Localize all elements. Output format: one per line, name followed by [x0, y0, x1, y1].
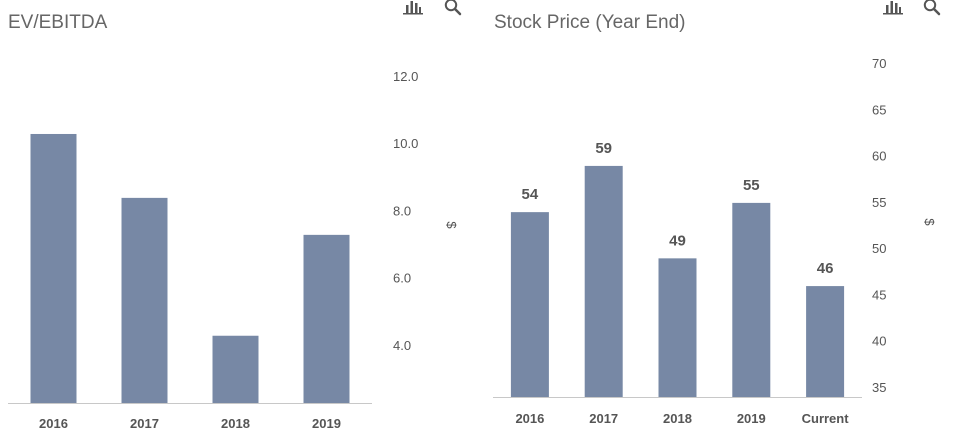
data-label: 49: [669, 232, 686, 249]
y-tick-label: 10.0: [393, 136, 418, 151]
x-tick-label: Current: [802, 411, 850, 426]
y-tick-label: 6.0: [393, 271, 411, 286]
y-tick-label: 55: [872, 195, 886, 210]
y-tick-label: 70: [872, 56, 886, 71]
x-tick-label: 2016: [515, 411, 544, 426]
y-tick-label: 12.0: [393, 69, 418, 84]
search-icon[interactable]: [922, 0, 944, 16]
data-label: 59: [595, 140, 612, 157]
x-tick-label: 2018: [663, 411, 692, 426]
stock-price-chart-panel: Stock Price (Year End) 35 40 45 50 55 60 65 70 $…: [480, 0, 959, 431]
y-tick-label: 8.0: [393, 203, 411, 218]
x-tick-label: 2019: [312, 416, 341, 431]
data-label: 55: [743, 177, 760, 194]
x-tick-label: 2017: [589, 411, 618, 426]
bar: [303, 234, 350, 403]
bar: [510, 212, 549, 397]
bar: [30, 133, 77, 403]
y-tick-label: 40: [872, 334, 886, 349]
x-tick-label: 2017: [130, 416, 159, 431]
x-tick-label: 2018: [221, 416, 250, 431]
y-tick-label: 50: [872, 241, 886, 256]
y-tick-label: 65: [872, 102, 886, 117]
data-label: 54: [522, 186, 539, 203]
y-tick-label: 45: [872, 287, 886, 302]
y-tick-label: 4.0: [393, 338, 411, 353]
bar: [732, 202, 771, 397]
bar-chart-icon[interactable]: [882, 0, 904, 16]
bar: [806, 286, 845, 397]
y-axis-label: $: [922, 218, 937, 226]
x-tick-label: 2016: [39, 416, 68, 431]
bar: [584, 165, 623, 397]
ev-ebitda-chart-panel: EV/EBITDA 4.0 6.0 8.0 10.0 12.0 $2016 2017 2018…: [0, 0, 475, 431]
chart-title: Stock Price (Year End): [494, 12, 686, 33]
y-tick-label: 35: [872, 380, 886, 395]
search-icon[interactable]: [443, 0, 465, 16]
stock-price-plot: 35 40 45 50 55 60 65 70 $54 2016 59 2017 49 2018 55 201…: [493, 56, 937, 426]
data-label: 46: [817, 260, 834, 277]
bar: [658, 258, 697, 397]
y-tick-label: 60: [872, 149, 886, 164]
ev-ebitda-plot: 4.0 6.0 8.0 10.0 12.0 $2016 2017 2018 2019: [8, 69, 459, 431]
bar: [212, 335, 259, 403]
bar: [121, 197, 168, 403]
bar-chart-icon[interactable]: [402, 0, 424, 16]
x-tick-label: 2019: [737, 411, 766, 426]
y-axis-label: $: [444, 221, 459, 229]
chart-title: EV/EBITDA: [8, 12, 108, 33]
